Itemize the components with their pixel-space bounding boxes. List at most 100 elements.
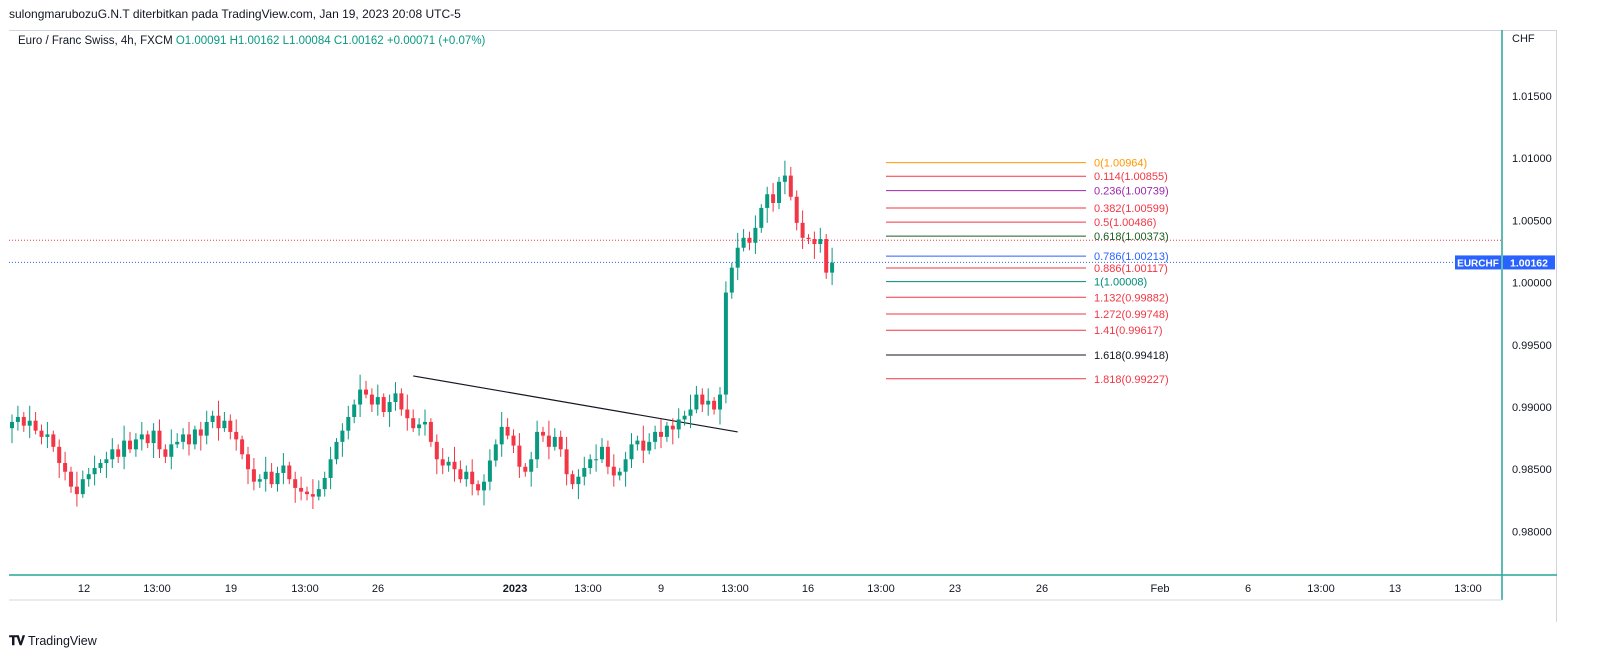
candle-body[interactable] bbox=[369, 394, 374, 405]
candle-body[interactable] bbox=[133, 439, 138, 450]
candle-body[interactable] bbox=[576, 476, 581, 485]
candle-body[interactable] bbox=[423, 421, 427, 425]
candle-body[interactable] bbox=[128, 440, 132, 450]
candle-body[interactable] bbox=[824, 239, 829, 273]
candle-body[interactable] bbox=[718, 394, 722, 410]
candle-body[interactable] bbox=[741, 237, 746, 248]
candle-body[interactable] bbox=[98, 463, 103, 468]
candle-body[interactable] bbox=[110, 449, 115, 460]
candle-body[interactable] bbox=[281, 465, 286, 473]
candle-body[interactable] bbox=[358, 389, 363, 405]
candle-body[interactable] bbox=[659, 431, 663, 437]
candle-body[interactable] bbox=[682, 415, 687, 420]
candle-body[interactable] bbox=[505, 426, 510, 436]
candle-body[interactable] bbox=[794, 196, 799, 223]
candle-body[interactable] bbox=[676, 419, 681, 430]
candle-body[interactable] bbox=[594, 459, 599, 461]
candle-body[interactable] bbox=[352, 404, 357, 417]
candle-body[interactable] bbox=[157, 430, 162, 450]
candle-body[interactable] bbox=[163, 449, 168, 457]
candle-body[interactable] bbox=[287, 465, 292, 480]
candle-body[interactable] bbox=[240, 439, 245, 455]
candle-body[interactable] bbox=[27, 420, 32, 426]
candle-body[interactable] bbox=[116, 449, 121, 457]
candle-body[interactable] bbox=[305, 491, 309, 495]
candle-body[interactable] bbox=[139, 434, 144, 440]
candle-body[interactable] bbox=[464, 471, 469, 480]
candle-body[interactable] bbox=[706, 400, 711, 405]
candle-body[interactable] bbox=[86, 474, 91, 480]
candle-body[interactable] bbox=[670, 425, 675, 430]
candle-body[interactable] bbox=[747, 237, 752, 243]
candle-body[interactable] bbox=[700, 394, 705, 405]
candle-body[interactable] bbox=[257, 479, 262, 482]
candle-body[interactable] bbox=[21, 416, 26, 426]
candle-body[interactable] bbox=[246, 454, 250, 470]
candle-body[interactable] bbox=[582, 467, 587, 477]
candle-body[interactable] bbox=[800, 222, 805, 238]
candle-body[interactable] bbox=[45, 434, 50, 437]
candle-body[interactable] bbox=[765, 194, 770, 208]
candle-body[interactable] bbox=[558, 436, 563, 450]
candle-body[interactable] bbox=[104, 459, 109, 464]
candle-body[interactable] bbox=[340, 430, 345, 442]
candle-body[interactable] bbox=[393, 393, 398, 403]
candle-body[interactable] bbox=[39, 430, 44, 437]
candle-body[interactable] bbox=[15, 416, 20, 422]
candle-body[interactable] bbox=[641, 440, 646, 451]
candle-body[interactable] bbox=[316, 489, 321, 497]
candle-body[interactable] bbox=[334, 441, 339, 460]
candle-body[interactable] bbox=[482, 481, 486, 491]
candle-body[interactable] bbox=[417, 424, 422, 429]
candle-body[interactable] bbox=[446, 461, 451, 466]
candle-body[interactable] bbox=[818, 239, 823, 245]
candle-body[interactable] bbox=[735, 247, 740, 268]
candle-body[interactable] bbox=[346, 416, 351, 431]
candle-body[interactable] bbox=[688, 409, 693, 416]
candle-body[interactable] bbox=[523, 466, 528, 472]
candle-body[interactable] bbox=[541, 431, 545, 436]
candle-body[interactable] bbox=[275, 472, 280, 485]
candle-body[interactable] bbox=[381, 397, 386, 412]
candle-body[interactable] bbox=[234, 431, 239, 440]
candle-body[interactable] bbox=[175, 441, 180, 445]
candle-body[interactable] bbox=[216, 415, 221, 429]
candle-body[interactable] bbox=[228, 420, 233, 432]
candle-body[interactable] bbox=[364, 389, 368, 395]
candle-body[interactable] bbox=[493, 444, 498, 461]
candle-body[interactable] bbox=[647, 441, 652, 451]
candle-body[interactable] bbox=[629, 444, 634, 460]
candle-body[interactable] bbox=[198, 429, 203, 436]
candle-body[interactable] bbox=[92, 467, 97, 475]
candle-body[interactable] bbox=[511, 435, 516, 446]
candle-body[interactable] bbox=[399, 393, 404, 410]
candle-body[interactable] bbox=[210, 415, 215, 422]
candle-body[interactable] bbox=[328, 459, 333, 478]
candle-body[interactable] bbox=[830, 262, 835, 273]
candle-body[interactable] bbox=[517, 445, 522, 467]
candle-body[interactable] bbox=[777, 181, 781, 203]
candle-body[interactable] bbox=[476, 484, 481, 491]
candle-body[interactable] bbox=[434, 441, 439, 460]
candle-body[interactable] bbox=[635, 440, 640, 445]
candle-body[interactable] bbox=[529, 459, 534, 472]
candle-body[interactable] bbox=[74, 486, 79, 495]
candle-body[interactable] bbox=[122, 440, 127, 457]
candle-body[interactable] bbox=[80, 479, 85, 495]
candle-body[interactable] bbox=[782, 175, 787, 182]
candle-body[interactable] bbox=[192, 429, 197, 445]
candle-body[interactable] bbox=[263, 471, 268, 480]
candle-body[interactable] bbox=[617, 471, 622, 476]
candle-body[interactable] bbox=[322, 477, 327, 490]
candle-body[interactable] bbox=[169, 444, 174, 457]
candle-body[interactable] bbox=[611, 466, 616, 476]
candle-body[interactable] bbox=[10, 421, 14, 429]
candle-body[interactable] bbox=[729, 267, 734, 293]
candle-body[interactable] bbox=[552, 436, 557, 447]
candle-body[interactable] bbox=[546, 435, 551, 447]
candle-body[interactable] bbox=[499, 426, 504, 445]
candle-body[interactable] bbox=[269, 471, 274, 485]
candle-body[interactable] bbox=[181, 434, 186, 442]
candle-body[interactable] bbox=[458, 469, 463, 480]
